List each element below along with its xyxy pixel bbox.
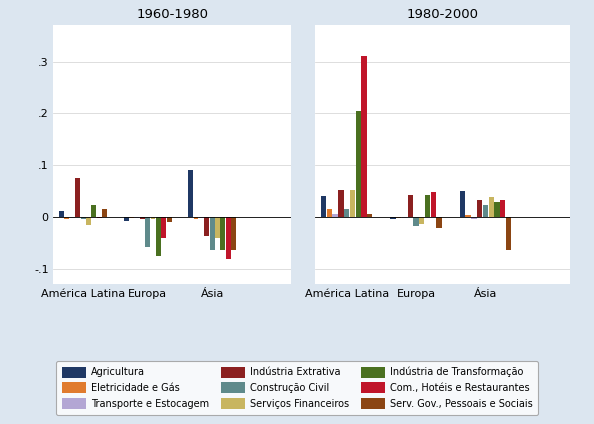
Bar (396, 217, 402, 218)
Bar (367, 214, 372, 217)
Bar (494, 202, 500, 217)
Bar (204, 217, 209, 237)
Bar (407, 195, 413, 217)
Bar (321, 196, 326, 217)
Bar (413, 217, 419, 226)
Bar (477, 200, 482, 217)
Bar (333, 214, 338, 217)
Bar (350, 190, 355, 217)
Bar (70, 217, 75, 218)
Bar (97, 217, 102, 218)
Bar (419, 217, 425, 224)
Bar (425, 195, 430, 217)
Bar (167, 217, 172, 222)
Legend: Agricultura, Eletricidade e Gás, Transporte e Estocagem, Indústria Extrativa, Co: Agricultura, Eletricidade e Gás, Transpo… (56, 361, 538, 415)
Bar (194, 217, 198, 219)
Bar (161, 217, 166, 237)
Bar (500, 200, 505, 217)
Title: 1980-2000: 1980-2000 (406, 8, 479, 22)
Bar (226, 217, 231, 259)
Bar (390, 217, 396, 219)
Bar (129, 217, 134, 218)
Bar (466, 215, 470, 217)
Bar (140, 217, 145, 219)
Bar (338, 190, 343, 217)
Bar (431, 192, 436, 217)
Bar (75, 178, 80, 217)
Bar (150, 217, 156, 220)
Bar (506, 217, 511, 251)
Bar (145, 217, 150, 247)
Bar (483, 206, 488, 217)
Bar (220, 217, 225, 251)
Bar (59, 211, 64, 217)
Bar (327, 209, 332, 217)
Bar (91, 206, 96, 217)
Bar (488, 197, 494, 217)
Bar (199, 217, 204, 218)
Bar (134, 217, 140, 218)
Title: 1960-1980: 1960-1980 (136, 8, 208, 22)
Bar (361, 56, 366, 217)
Bar (471, 217, 476, 219)
Bar (156, 217, 161, 256)
Bar (102, 209, 107, 217)
Bar (124, 217, 128, 221)
Bar (210, 217, 214, 251)
Bar (86, 217, 91, 225)
Bar (81, 217, 86, 220)
Bar (231, 217, 236, 251)
Bar (402, 217, 407, 218)
Bar (437, 217, 442, 228)
Bar (188, 170, 193, 217)
Bar (460, 191, 465, 217)
Bar (215, 217, 220, 237)
Bar (344, 209, 349, 217)
Bar (64, 217, 69, 219)
Bar (356, 111, 361, 217)
